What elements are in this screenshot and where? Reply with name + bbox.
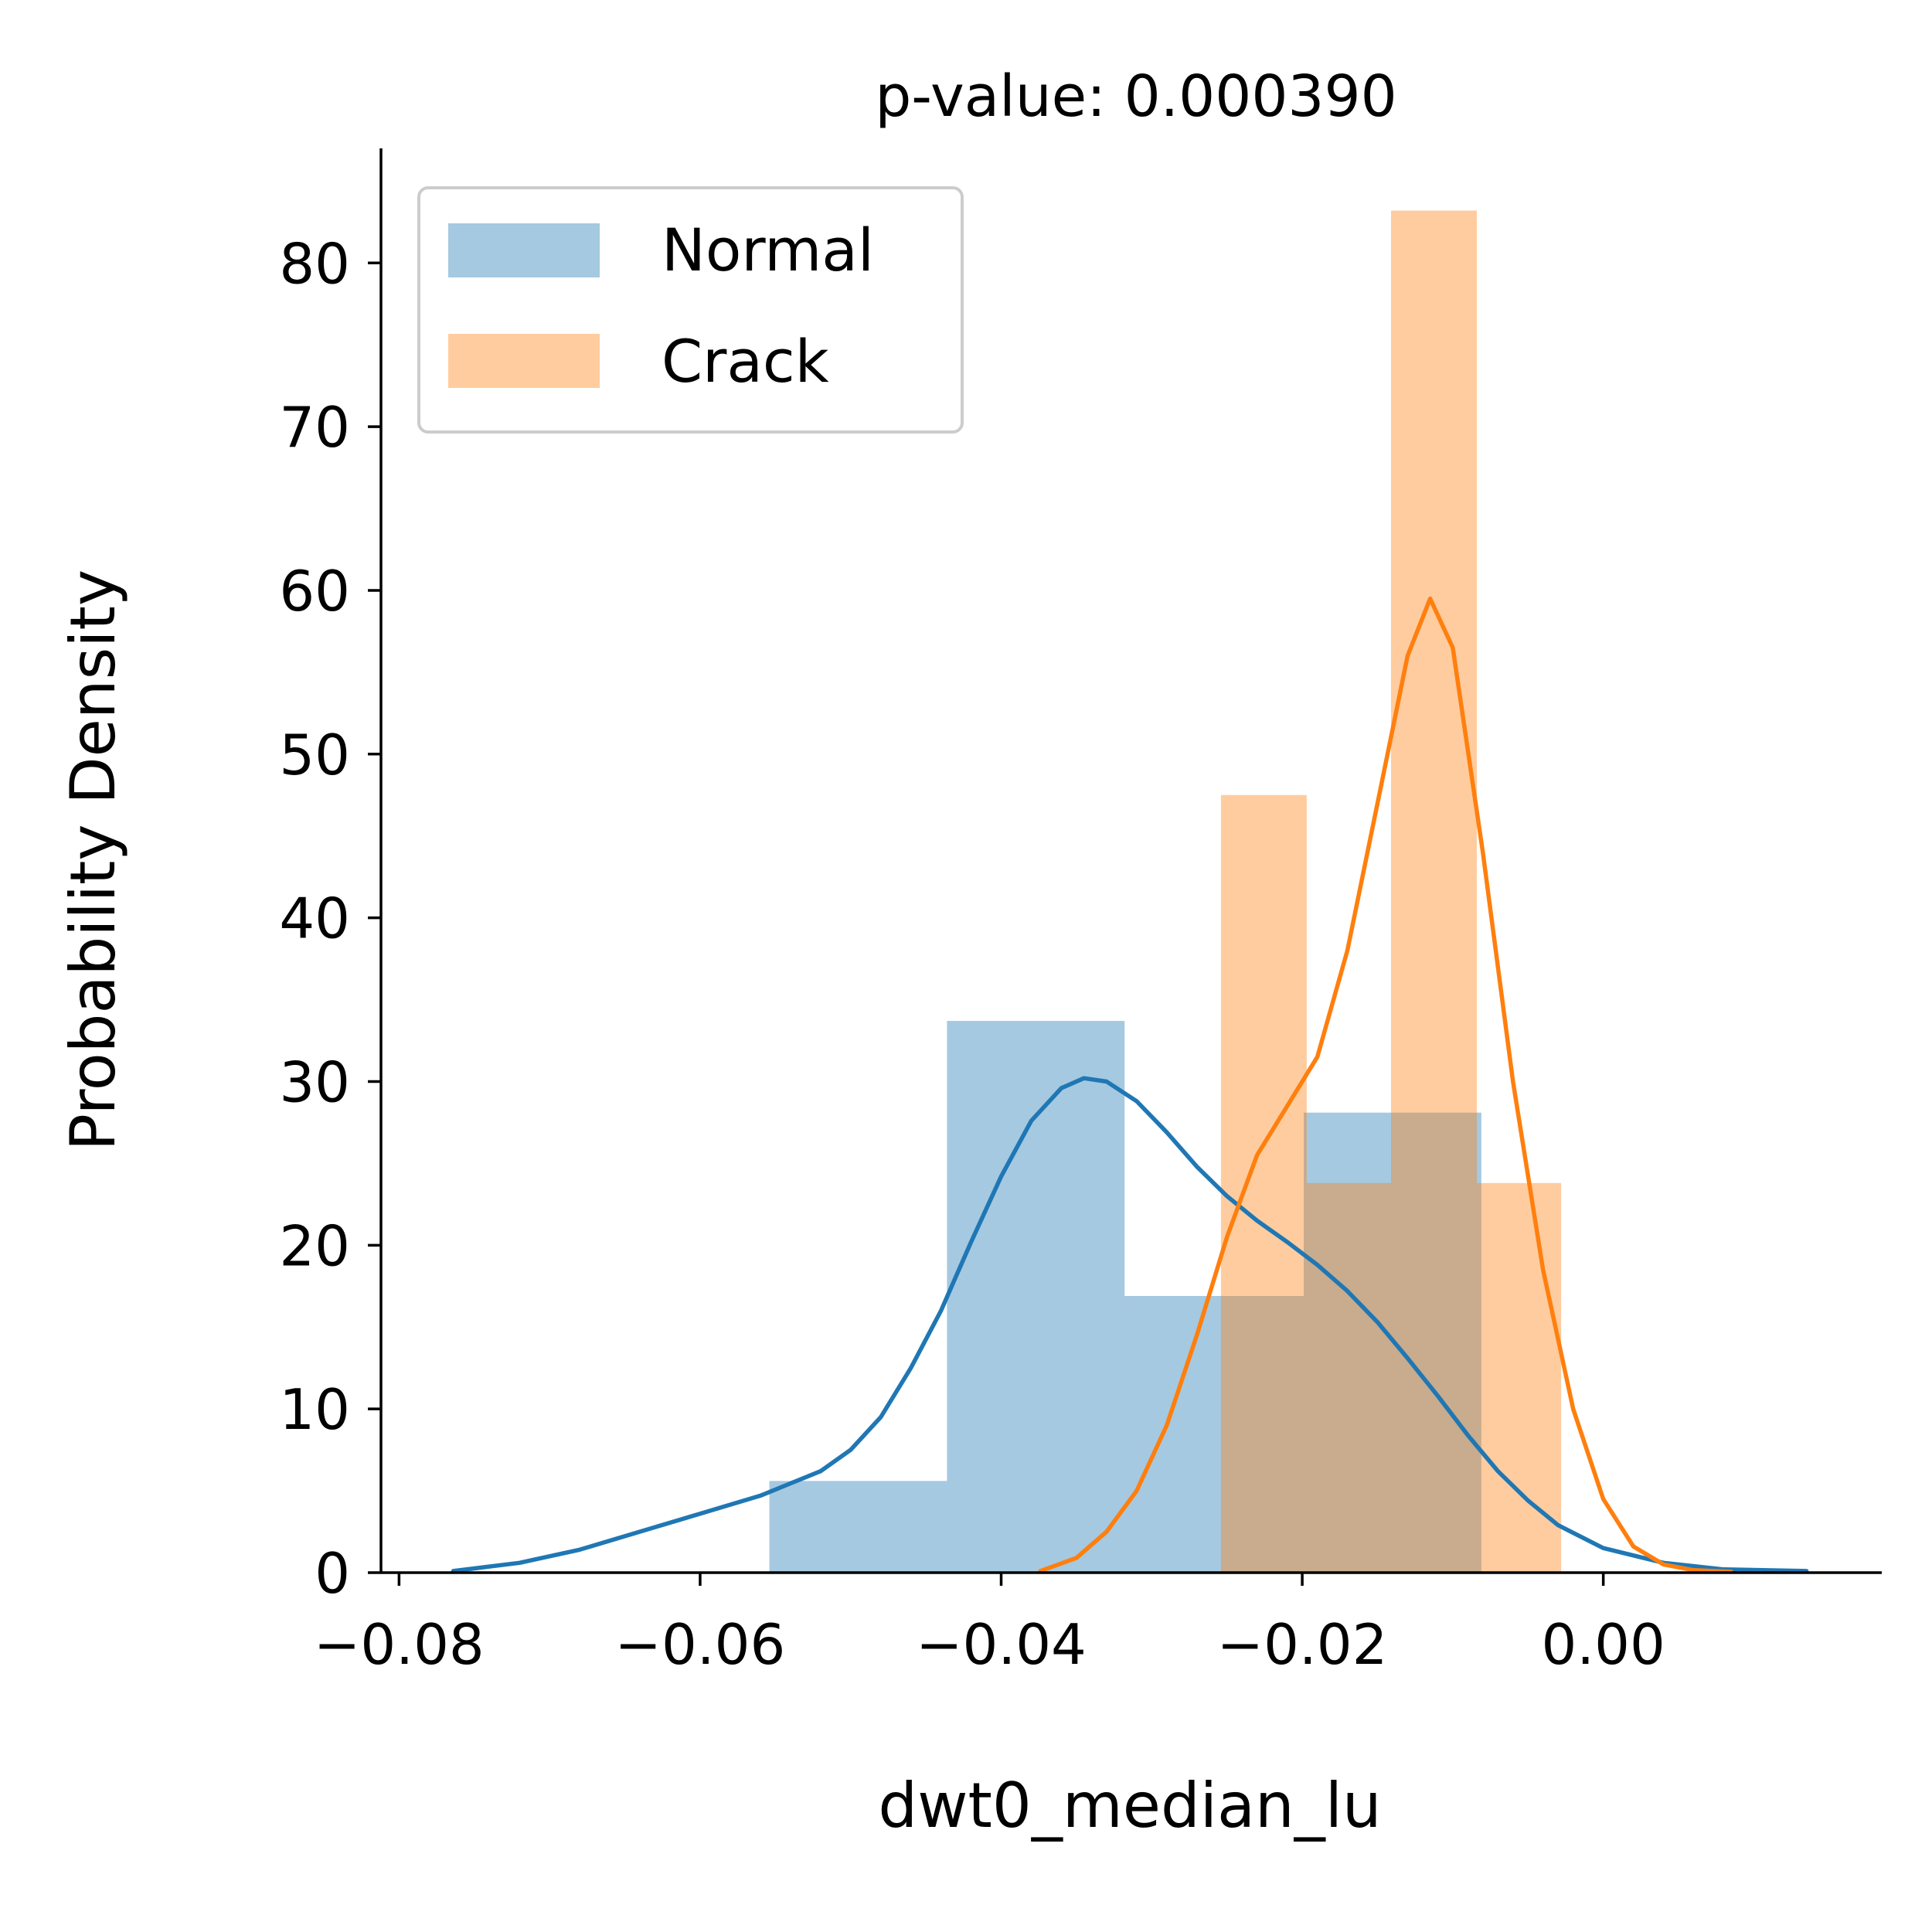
legend-swatch-normal bbox=[448, 223, 600, 277]
hist-bar-crack-2 bbox=[1391, 210, 1478, 1573]
legend-label-crack: Crack bbox=[662, 327, 829, 396]
kde-line-normal bbox=[451, 1076, 1809, 1573]
hist-bar-crack-1 bbox=[1306, 1182, 1392, 1573]
y-tick-label-1: 10 bbox=[279, 1377, 350, 1442]
hist-bar-normal-0 bbox=[769, 1481, 947, 1573]
x-tick-label-2: −0.04 bbox=[916, 1612, 1087, 1677]
x-tick-label-1: −0.06 bbox=[615, 1612, 786, 1677]
kde-line-crack bbox=[1038, 596, 1733, 1574]
hist-bar-normal-2 bbox=[1124, 1295, 1304, 1573]
x-tick-label-4: 0.00 bbox=[1541, 1612, 1665, 1677]
y-tick-label-3: 30 bbox=[279, 1049, 350, 1114]
y-ticks: 0 10 20 30 40 50 60 70 80 bbox=[279, 231, 381, 1606]
y-tick-label-7: 70 bbox=[279, 395, 350, 460]
x-ticks: −0.08 −0.06 −0.04 −0.02 0.00 bbox=[314, 1573, 1665, 1677]
plot-area bbox=[451, 210, 1809, 1574]
hist-bar-crack-0 bbox=[1220, 794, 1307, 1573]
hist-bar-crack-3 bbox=[1477, 1182, 1562, 1573]
y-axis-label: Probability Density bbox=[57, 570, 129, 1151]
x-tick-label-0: −0.08 bbox=[314, 1612, 485, 1677]
chart-title: p-value: 0.000390 bbox=[875, 63, 1396, 130]
y-tick-label-8: 80 bbox=[279, 231, 350, 296]
x-tick-label-3: −0.02 bbox=[1217, 1612, 1388, 1677]
y-tick-label-0: 0 bbox=[315, 1541, 350, 1606]
y-tick-label-6: 60 bbox=[279, 559, 350, 624]
x-axis-label: dwt0_median_lu bbox=[878, 1770, 1381, 1842]
legend-label-normal: Normal bbox=[662, 216, 874, 284]
y-tick-label-5: 50 bbox=[279, 723, 350, 787]
legend: Normal Crack bbox=[417, 186, 964, 434]
y-tick-label-2: 20 bbox=[279, 1213, 350, 1278]
legend-frame bbox=[417, 186, 964, 434]
y-tick-label-4: 40 bbox=[279, 886, 350, 951]
legend-swatch-crack bbox=[448, 334, 600, 388]
hist-bar-normal-1 bbox=[947, 1021, 1125, 1573]
